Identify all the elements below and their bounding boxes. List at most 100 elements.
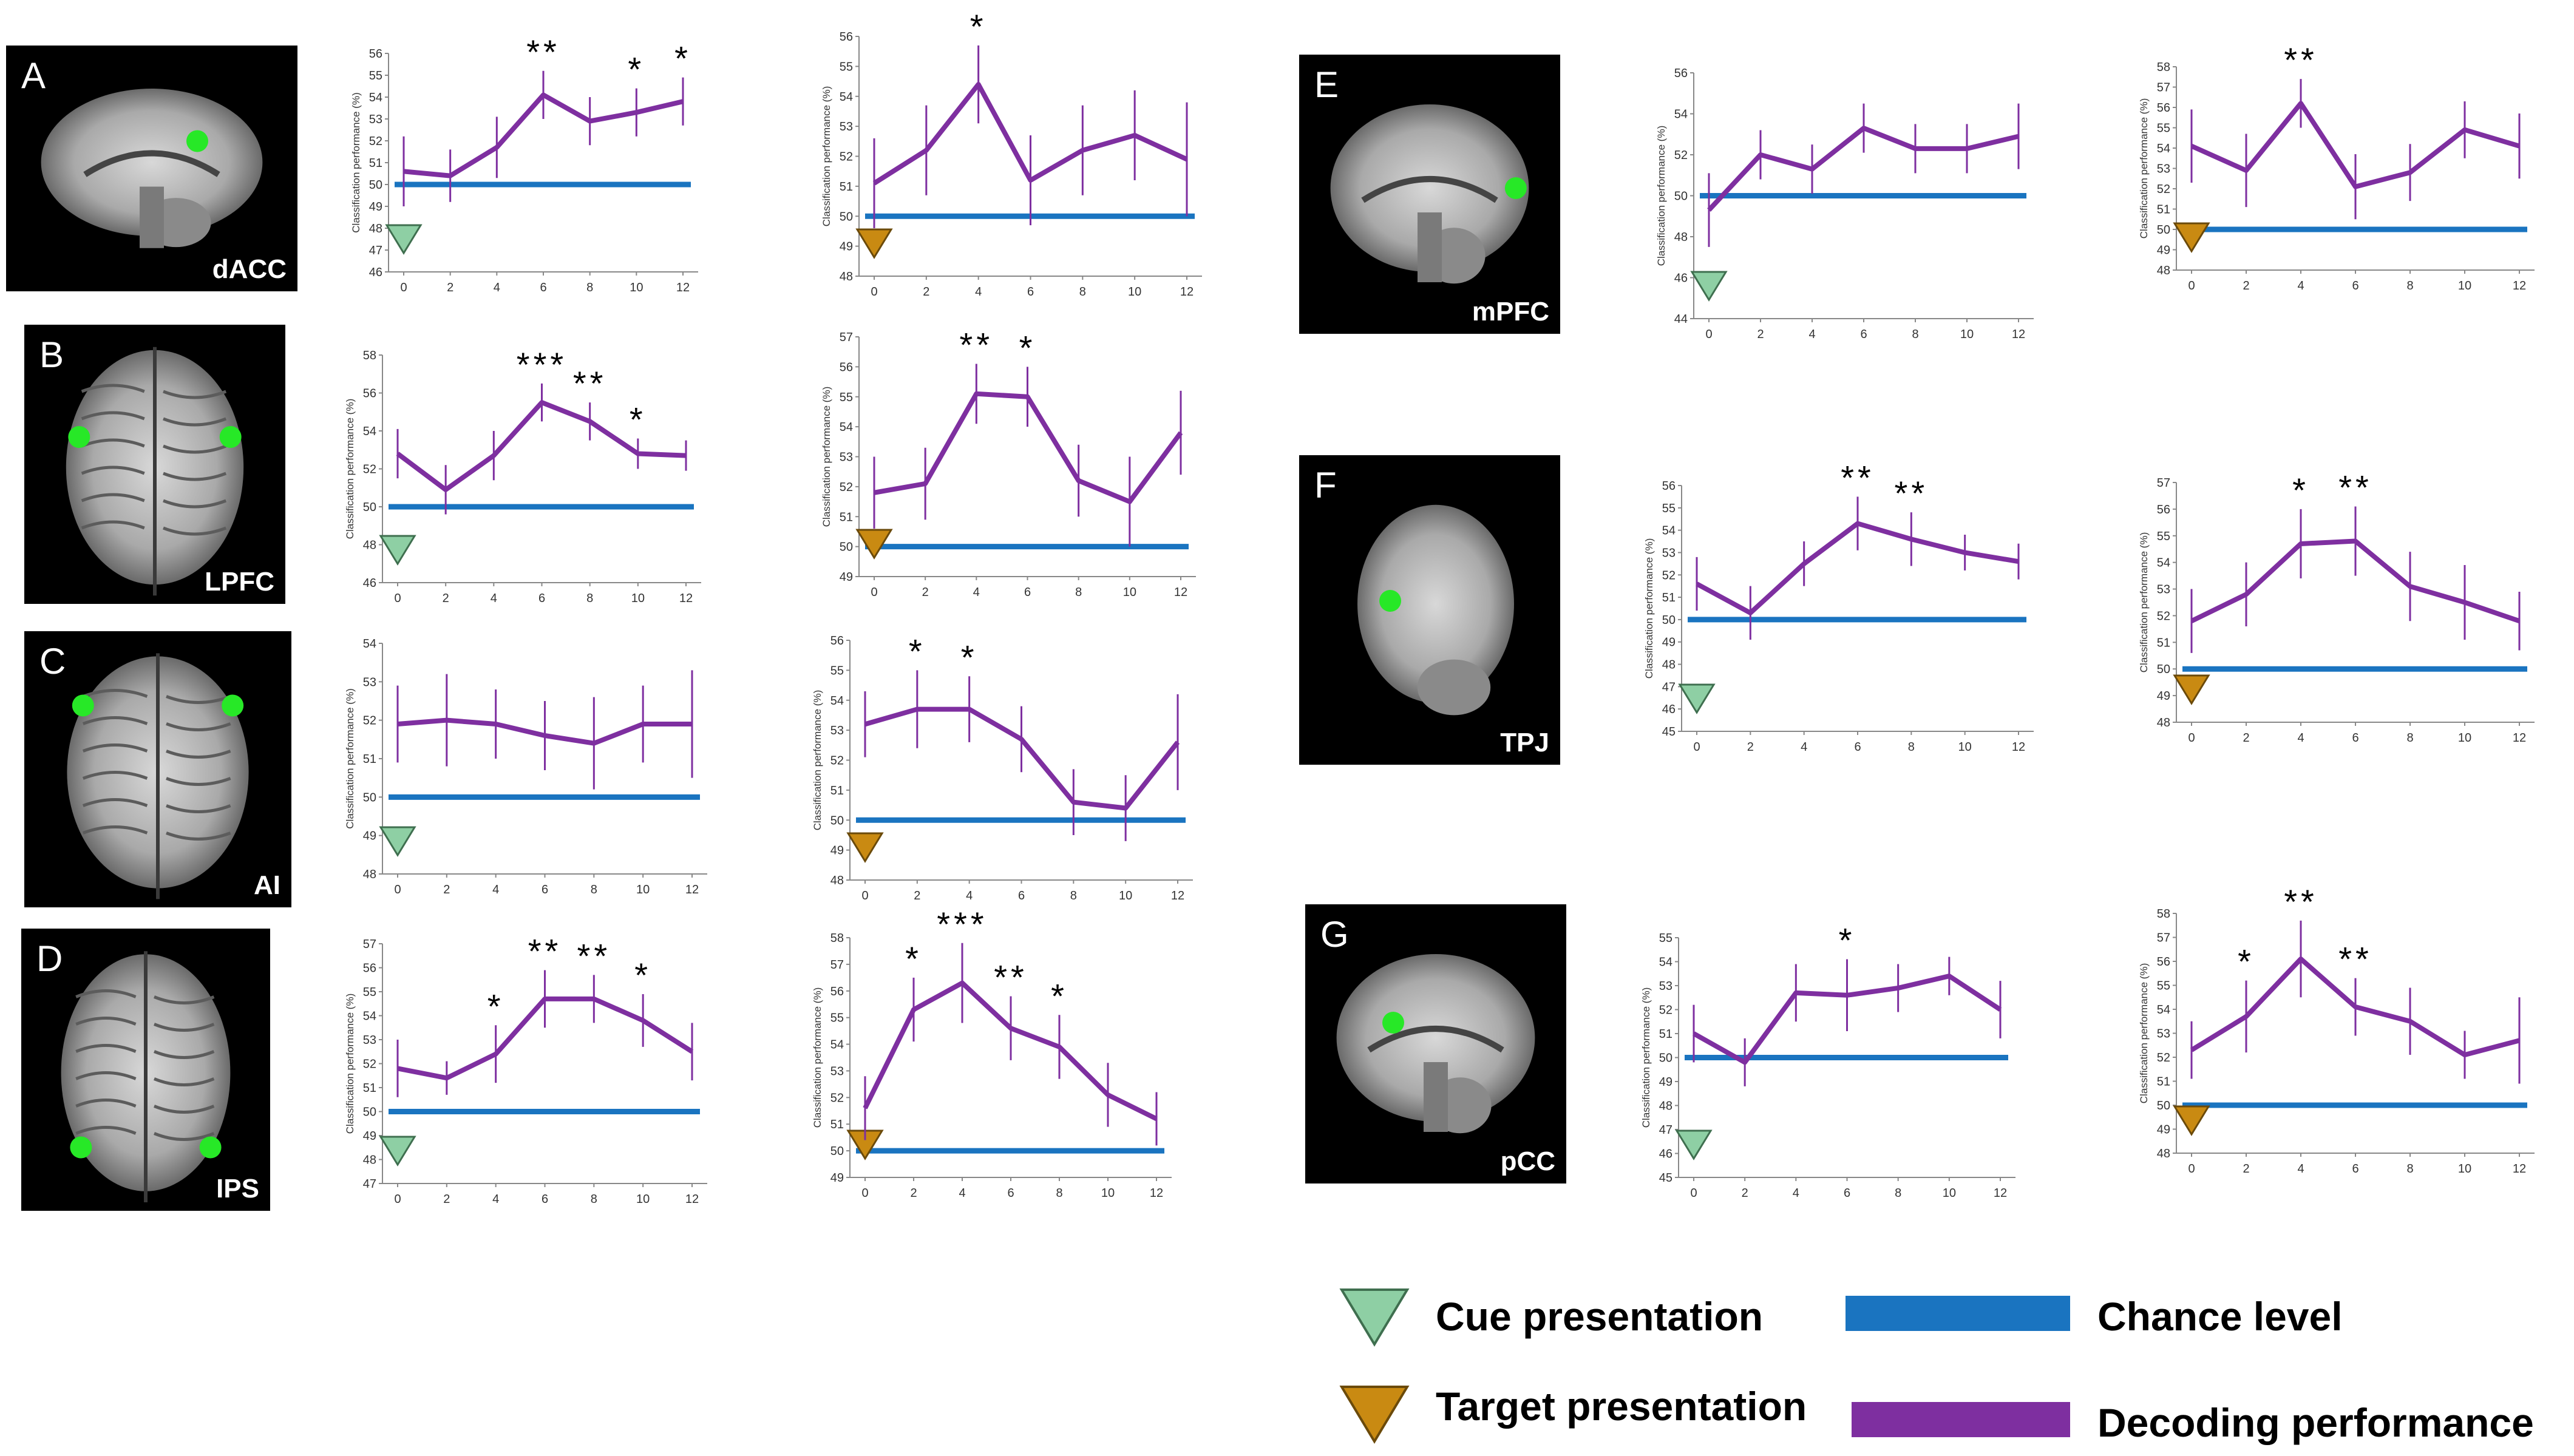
region-label: AI xyxy=(254,870,280,900)
y-tick-label: 51 xyxy=(830,784,844,797)
y-tick-label: 54 xyxy=(2157,557,2170,570)
sulcus-icon xyxy=(81,466,145,475)
data-point xyxy=(2355,540,2356,542)
roi-marker-icon xyxy=(186,130,208,152)
y-tick-label: 50 xyxy=(2157,223,2170,237)
x-tick-label: 4 xyxy=(1808,328,1815,341)
significance-marker: *** xyxy=(517,345,567,384)
y-tick-label: 55 xyxy=(840,60,853,73)
cerebellum-icon xyxy=(1417,659,1491,716)
y-tick-label: 57 xyxy=(840,331,853,344)
roi-marker-icon xyxy=(72,694,94,717)
region-label: mPFC xyxy=(1472,297,1549,327)
x-tick-label: 12 xyxy=(685,883,699,896)
y-tick-label: 46 xyxy=(1659,1148,1672,1161)
data-point xyxy=(1696,583,1697,584)
data-point xyxy=(925,483,926,484)
y-tick-label: 54 xyxy=(363,637,376,651)
sulcus-icon xyxy=(154,1050,215,1059)
y-tick-label: 52 xyxy=(1662,569,1676,582)
chart-f-target: 48 49 50 51 52 53 54 55 56 57 0 2 4 6 8 10 12 Classificat… xyxy=(2138,469,2535,745)
y-axis-label: Classification performance (%) xyxy=(812,987,823,1128)
y-tick-label: 55 xyxy=(840,391,853,404)
significance-marker: ** xyxy=(960,325,994,364)
x-tick-label: 10 xyxy=(2458,279,2471,293)
y-tick-label: 52 xyxy=(1659,1004,1672,1017)
y-tick-label: 56 xyxy=(363,962,376,975)
data-point xyxy=(1812,168,1813,170)
cue-onset-icon xyxy=(1690,271,1728,302)
panel-letter: C xyxy=(39,641,66,682)
sulcus-icon xyxy=(154,995,215,1004)
data-point xyxy=(916,708,918,710)
x-tick-label: 2 xyxy=(1757,328,1764,341)
data-point xyxy=(1750,612,1751,614)
y-axis-label: Classification performance (%) xyxy=(344,399,356,539)
y-tick-label: 58 xyxy=(2157,907,2170,921)
target-onset-icon xyxy=(855,529,893,560)
panel-letter: B xyxy=(39,334,64,375)
x-tick-label: 2 xyxy=(443,592,449,605)
x-tick-label: 4 xyxy=(494,281,500,294)
sulcus-icon xyxy=(163,390,227,399)
data-point xyxy=(1107,1094,1109,1095)
y-tick-label: 48 xyxy=(840,270,853,283)
data-point xyxy=(691,723,693,725)
y-tick-label: 51 xyxy=(830,1118,844,1131)
y-axis-label: Classification performance (%) xyxy=(2138,98,2150,239)
data-point xyxy=(1027,396,1028,398)
x-tick-label: 12 xyxy=(1180,285,1194,299)
y-tick-label: 46 xyxy=(1662,703,1676,716)
x-tick-label: 12 xyxy=(2012,740,2025,754)
significance-marker: * xyxy=(634,956,651,994)
y-tick-label: 50 xyxy=(1674,190,1688,203)
y-tick-label: 53 xyxy=(363,676,376,689)
x-tick-label: 12 xyxy=(2012,328,2025,341)
chart-c-target: 48 49 50 51 52 53 54 55 56 0 2 4 6 8 10 12 Classificatio… xyxy=(812,632,1193,902)
data-point xyxy=(1910,538,1912,540)
x-tick-label: 0 xyxy=(861,1187,868,1200)
legend-target-label: Target presentation xyxy=(1436,1384,1807,1429)
x-tick-label: 4 xyxy=(975,285,982,299)
y-tick-label: 47 xyxy=(363,1177,376,1191)
x-tick-label: 8 xyxy=(2406,731,2413,745)
data-point xyxy=(1966,147,1968,149)
y-tick-label: 53 xyxy=(369,113,382,126)
y-tick-label: 49 xyxy=(830,1171,844,1185)
x-tick-label: 4 xyxy=(1801,740,1807,754)
x-tick-label: 4 xyxy=(973,586,980,599)
x-tick-label: 6 xyxy=(542,883,548,896)
y-tick-label: 50 xyxy=(840,541,853,554)
x-tick-label: 8 xyxy=(1070,889,1077,902)
x-tick-label: 0 xyxy=(1705,328,1712,341)
chart-b-target: 49 50 51 52 53 54 55 56 57 0 2 4 6 8 10 12 Classificatio… xyxy=(821,325,1196,599)
x-tick-label: 2 xyxy=(447,281,453,294)
y-tick-label: 50 xyxy=(2157,1099,2170,1112)
y-tick-label: 57 xyxy=(2157,476,2170,490)
y-tick-label: 48 xyxy=(369,222,382,235)
y-tick-label: 53 xyxy=(830,1065,844,1078)
y-axis-label: Classification performance (%) xyxy=(1655,126,1667,266)
data-point xyxy=(1964,552,1966,554)
x-tick-label: 6 xyxy=(2352,731,2358,745)
y-tick-label: 49 xyxy=(1659,1075,1672,1089)
cue-onset-icon xyxy=(379,1136,416,1166)
data-point xyxy=(1863,127,1864,129)
data-point xyxy=(2409,1020,2411,1022)
panel-letter: E xyxy=(1314,64,1339,105)
y-tick-label: 51 xyxy=(1662,591,1676,604)
chart-a-target: 48 49 50 51 52 53 54 55 56 0 2 4 6 8 10 12 Classificatio… xyxy=(821,7,1202,299)
y-axis-label: Classification performance (%) xyxy=(821,387,832,527)
x-tick-label: 2 xyxy=(914,889,920,902)
y-tick-label: 53 xyxy=(1659,980,1672,993)
y-tick-label: 49 xyxy=(1662,636,1676,649)
x-tick-label: 12 xyxy=(1150,1187,1163,1200)
sulcus-icon xyxy=(163,472,227,481)
data-point xyxy=(544,998,546,1000)
y-tick-label: 48 xyxy=(1662,659,1676,672)
panel-letter: F xyxy=(1314,465,1337,506)
brain-panel-b: B LPFC xyxy=(24,325,285,604)
y-tick-label: 52 xyxy=(840,481,853,494)
significance-marker: ** xyxy=(1895,474,1929,512)
